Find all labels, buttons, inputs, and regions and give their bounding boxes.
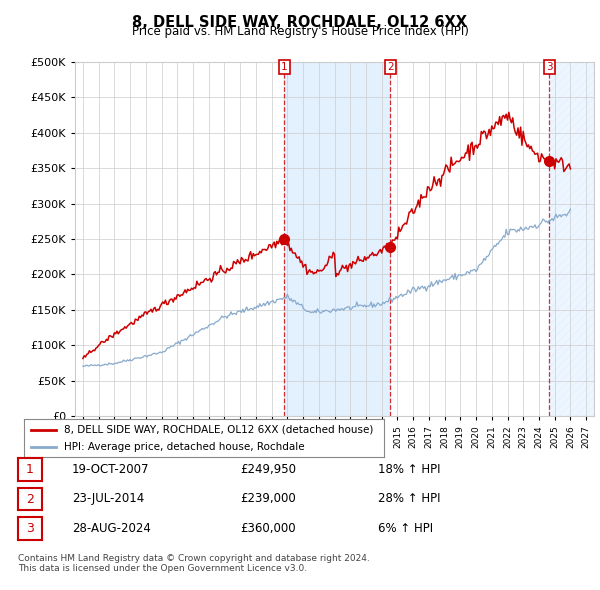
Text: 2: 2 xyxy=(26,493,34,506)
Bar xyxy=(549,62,594,416)
Text: 8, DELL SIDE WAY, ROCHDALE, OL12 6XX: 8, DELL SIDE WAY, ROCHDALE, OL12 6XX xyxy=(133,15,467,30)
Text: 1: 1 xyxy=(26,463,34,476)
Text: 6% ↑ HPI: 6% ↑ HPI xyxy=(378,522,433,535)
Text: 1: 1 xyxy=(281,62,287,72)
Text: This data is licensed under the Open Government Licence v3.0.: This data is licensed under the Open Gov… xyxy=(18,565,307,573)
Text: 23-JUL-2014: 23-JUL-2014 xyxy=(72,492,144,505)
Text: 2: 2 xyxy=(387,62,394,72)
Text: HPI: Average price, detached house, Rochdale: HPI: Average price, detached house, Roch… xyxy=(64,441,304,451)
Text: 18% ↑ HPI: 18% ↑ HPI xyxy=(378,463,440,476)
Text: 28% ↑ HPI: 28% ↑ HPI xyxy=(378,492,440,505)
Text: £249,950: £249,950 xyxy=(240,463,296,476)
Text: 3: 3 xyxy=(26,522,34,535)
Text: Price paid vs. HM Land Registry's House Price Index (HPI): Price paid vs. HM Land Registry's House … xyxy=(131,25,469,38)
Text: 8, DELL SIDE WAY, ROCHDALE, OL12 6XX (detached house): 8, DELL SIDE WAY, ROCHDALE, OL12 6XX (de… xyxy=(64,425,373,435)
Text: 19-OCT-2007: 19-OCT-2007 xyxy=(72,463,149,476)
Bar xyxy=(284,62,391,416)
Text: 3: 3 xyxy=(546,62,553,72)
Text: Contains HM Land Registry data © Crown copyright and database right 2024.: Contains HM Land Registry data © Crown c… xyxy=(18,555,370,563)
Text: 28-AUG-2024: 28-AUG-2024 xyxy=(72,522,151,535)
Text: £360,000: £360,000 xyxy=(240,522,296,535)
Text: £239,000: £239,000 xyxy=(240,492,296,505)
